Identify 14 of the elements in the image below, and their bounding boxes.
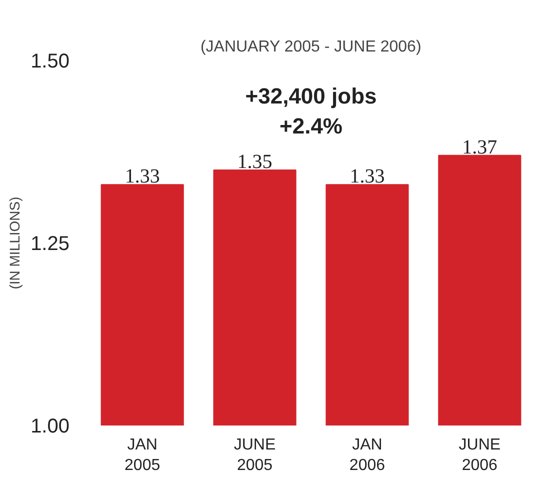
x-tick-label: JAN 2006	[349, 436, 386, 474]
data-label: 1.35	[237, 151, 272, 173]
data-label: 1.37	[462, 136, 498, 158]
x-tick-label: JUNE 2006	[458, 436, 501, 474]
chart-subtitle: (JANUARY 2005 - JUNE 2006)	[200, 38, 422, 56]
y-axis-title: (IN MILLIONS)	[6, 196, 23, 290]
y-tick-label: 1.25	[30, 233, 70, 255]
y-tick-label: 1.50	[30, 50, 70, 72]
data-label: 1.33	[350, 166, 385, 188]
x-tick-label: JUNE 2005	[234, 436, 276, 474]
y-tick-label: 1.00	[30, 416, 70, 438]
x-tick-label: JAN 2005	[124, 436, 160, 474]
data-label: 1.33	[124, 166, 160, 188]
annotation: +32,400 jobs +2.4%	[245, 84, 377, 138]
